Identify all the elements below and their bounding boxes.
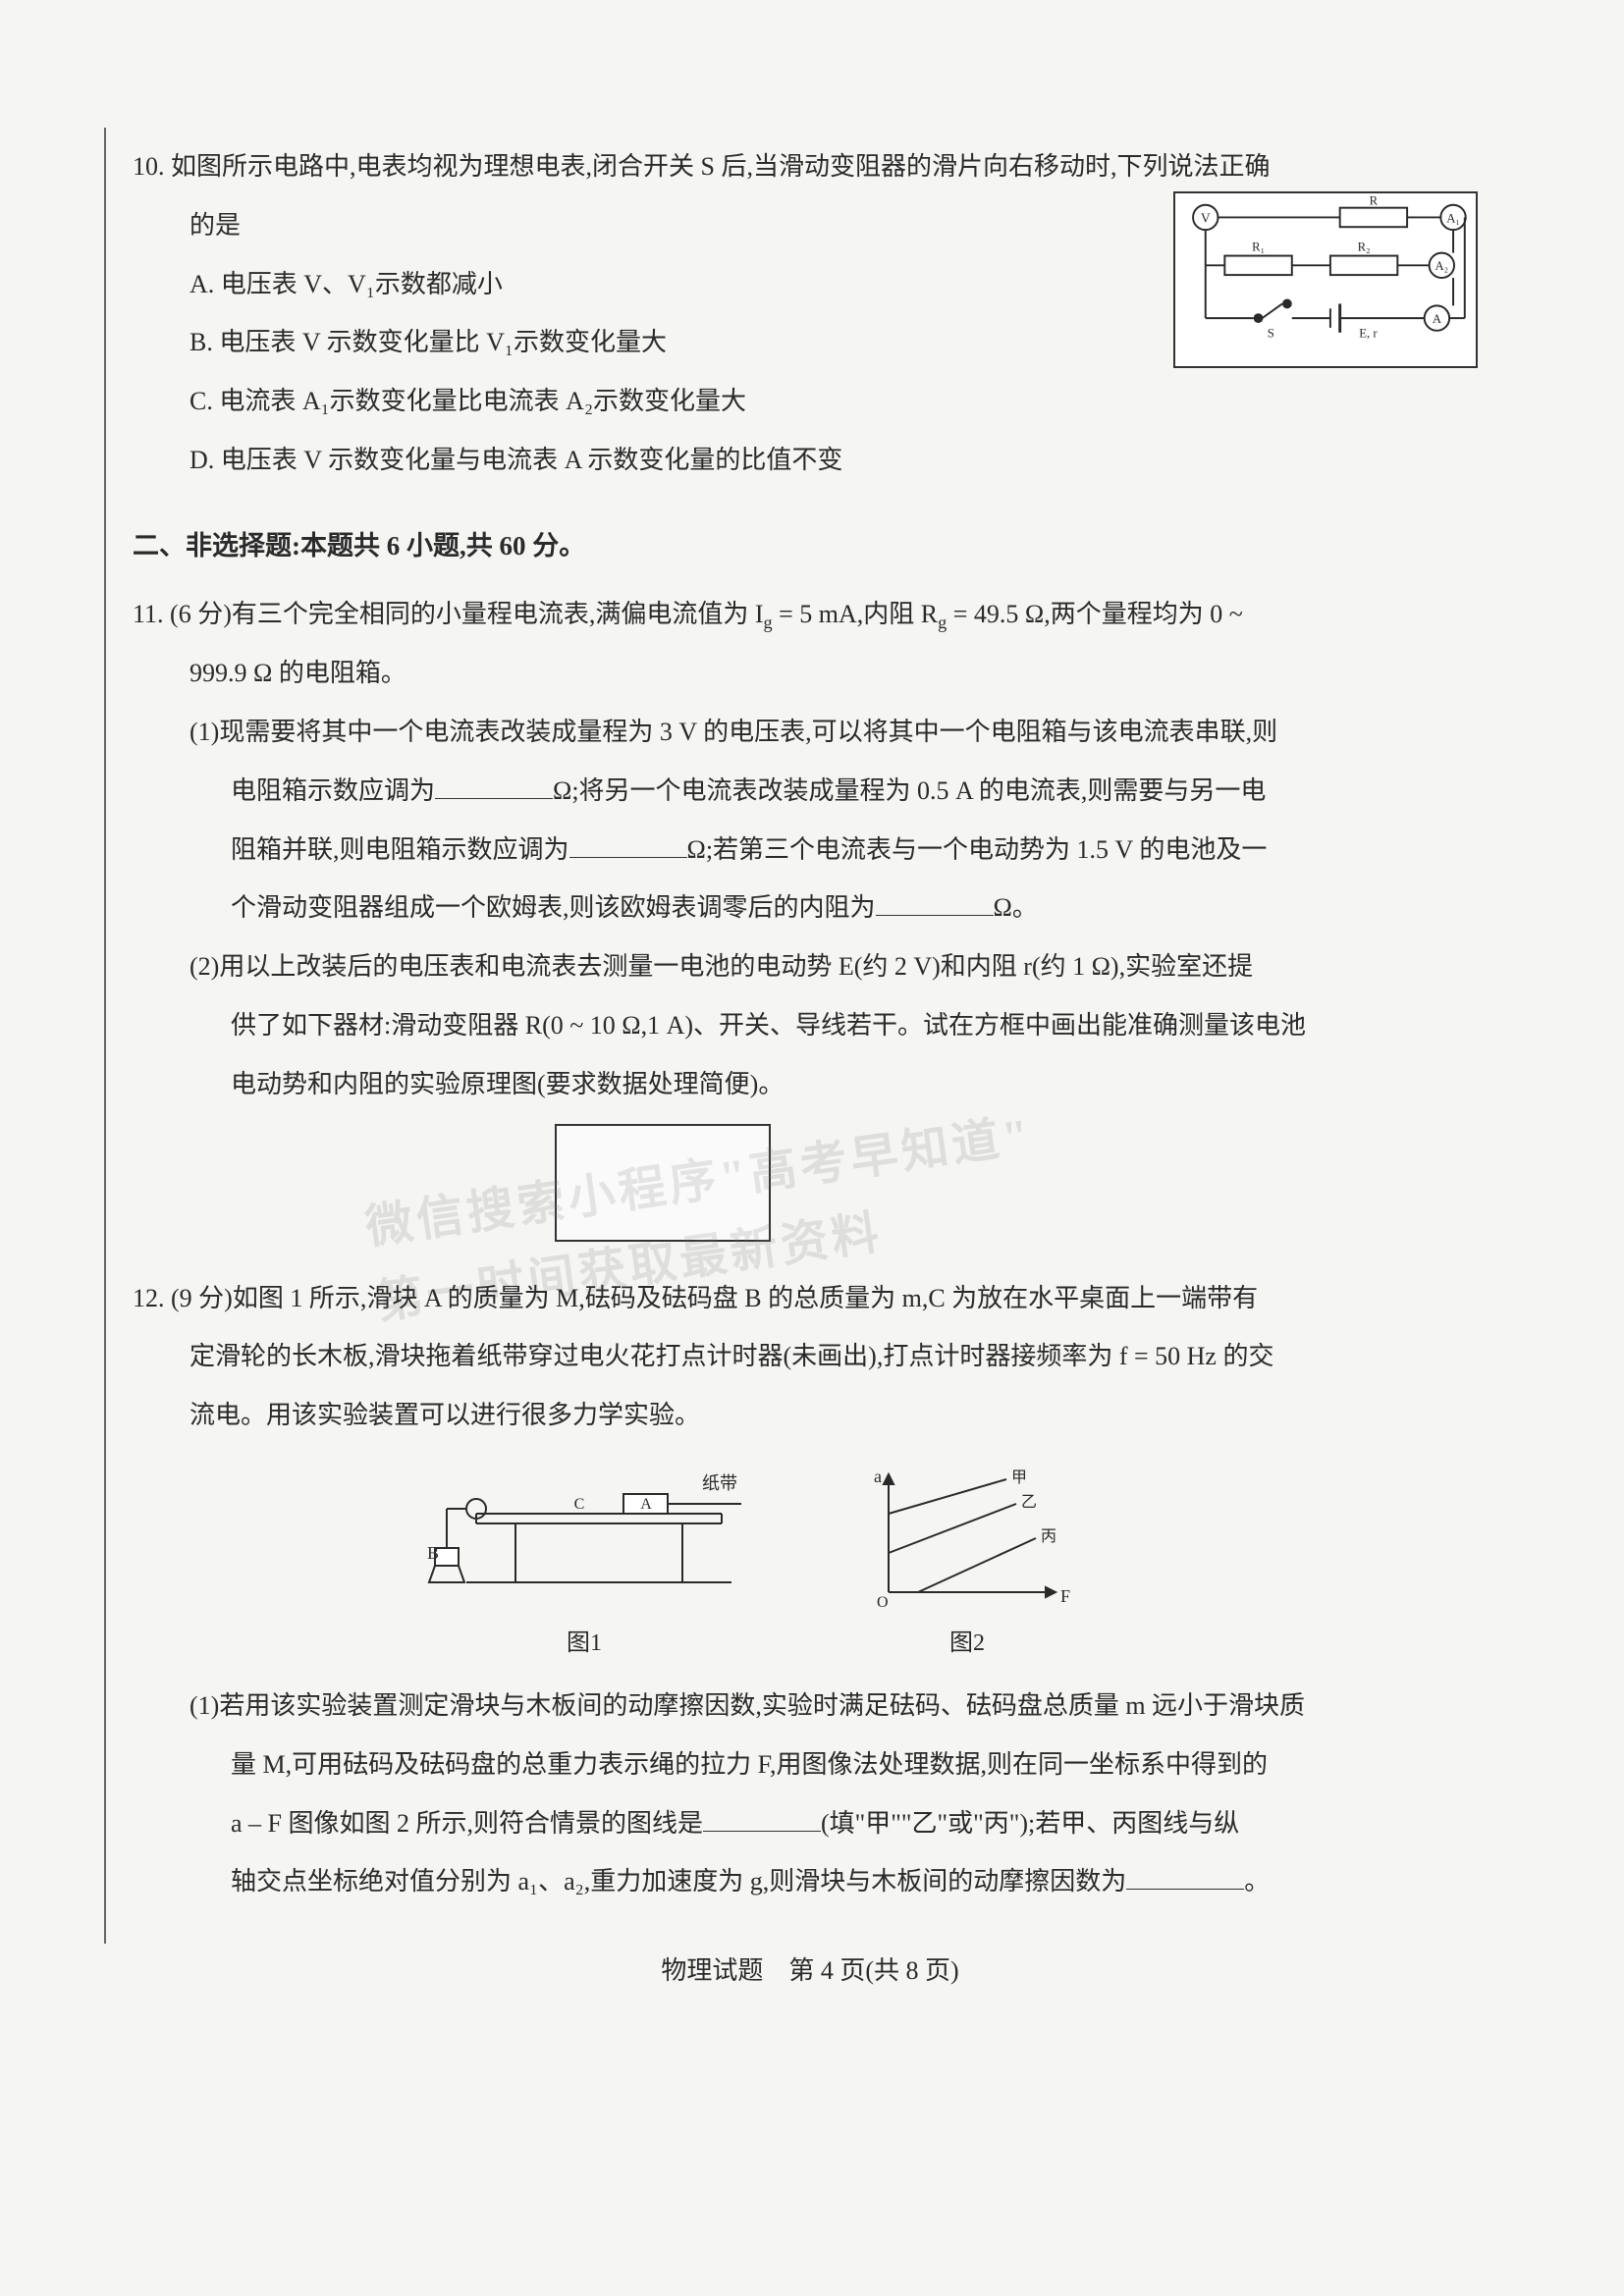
q11-p1-l3b: Ω;若第三个电流表与一个电动势为 1.5 V 的电池及一 [687,835,1268,864]
figure-2-wrap: a F O 甲 乙 丙 图2 [859,1465,1075,1657]
q12-p1-l4: 轴交点坐标绝对值分别为 a₁、a₂,重力加速度为 g,则滑块与木板间的动摩擦因数… [113,1852,1507,1911]
svg-text:A: A [640,1496,652,1513]
figure-1: B A C 纸带 [407,1465,761,1612]
q10-num: 10. [133,152,165,181]
q12-p1-l4b: 。 [1244,1867,1270,1896]
fig2-caption: 图2 [859,1623,1075,1657]
svg-text:F: F [1060,1586,1070,1606]
q12-stem-l3: 流电。用该实验装置可以进行很多力学实验。 [113,1386,1507,1445]
circuit-diagram: V R A₁ R₁ R₂ A₂ S E, r A [1173,191,1478,368]
q11-sub1: g [764,613,773,632]
q12-diagrams: B A C 纸带 图1 [113,1465,1507,1657]
q10-stem-l1: 10. 如图所示电路中,电表均视为理想电表,闭合开关 S 后,当滑动变阻器的滑片… [113,137,1507,196]
q10-opt-c: C. 电流表 A₁示数变化量比电流表 A₂示数变化量大 [113,372,1507,431]
blank-1 [435,774,553,799]
q12-text-l1: (9 分)如图 1 所示,滑块 A 的质量为 M,砝码及砝码盘 B 的总质量为 … [171,1284,1258,1312]
svg-text:A₂: A₂ [1435,259,1449,273]
figure-1-wrap: B A C 纸带 图1 [407,1465,761,1657]
q11-p1-l2b: Ω;将另一个电流表改装成量程为 0.5 A 的电流表,则需要与另一电 [553,776,1266,805]
q12-p1-l4a: 轴交点坐标绝对值分别为 a₁、a₂,重力加速度为 g,则滑块与木板间的动摩擦因数… [231,1867,1126,1896]
fig1-caption: 图1 [407,1623,761,1657]
q11-stem-c: = 49.5 Ω,两个量程均为 0 ~ [947,600,1243,628]
svg-text:纸带: 纸带 [702,1473,737,1493]
svg-text:a: a [874,1467,882,1486]
svg-text:E, r: E, r [1359,327,1378,341]
svg-text:O: O [877,1594,889,1611]
q10-text-l1: 如图所示电路中,电表均视为理想电表,闭合开关 S 后,当滑动变阻器的滑片向右移动… [171,152,1270,181]
blank-5 [1126,1864,1244,1890]
svg-text:丙: 丙 [1041,1528,1056,1545]
q10-opt-d: D. 电压表 V 示数变化量与电流表 A 示数变化量的比值不变 [113,431,1507,490]
svg-text:R₂: R₂ [1358,240,1371,254]
q11-p1-l4: 个滑动变阻器组成一个欧姆表,则该欧姆表调零后的内阻为 Ω。 [113,879,1507,937]
q12-p1-l3: a – F 图像如图 2 所示,则符合情景的图线是 (填"甲""乙"或"丙");若… [113,1794,1507,1853]
svg-text:C: C [574,1496,585,1513]
svg-text:A: A [1433,312,1442,326]
question-10: 10. 如图所示电路中,电表均视为理想电表,闭合开关 S 后,当滑动变阻器的滑片… [113,137,1507,490]
answer-box [555,1124,771,1242]
q11-p2-l1: (2)用以上改装后的电压表和电流表去测量一电池的电动势 E(约 2 V)和内阻 … [113,937,1507,996]
q11-stem-a: (6 分)有三个完全相同的小量程电流表,满偏电流值为 I [170,600,763,628]
blank-2 [569,832,687,858]
q11-p1-l2a: 电阻箱示数应调为 [231,776,435,805]
q11-stem-l2: 999.9 Ω 的电阻箱。 [113,644,1507,703]
q12-p1-l1: (1)若用该实验装置测定滑块与木板间的动摩擦因数,实验时满足砝码、砝码盘总质量 … [113,1677,1507,1735]
q11-stem-l1: 11. (6 分)有三个完全相同的小量程电流表,满偏电流值为 Ig = 5 mA… [113,585,1507,644]
q11-p1-l4b: Ω。 [994,893,1038,922]
q11-p1-l3: 阻箱并联,则电阻箱示数应调为 Ω;若第三个电流表与一个电动势为 1.5 V 的电池… [113,821,1507,880]
svg-text:B: B [427,1543,439,1563]
q12-p1-l3a: a – F 图像如图 2 所示,则符合情景的图线是 [231,1809,703,1838]
blank-4 [703,1806,821,1832]
q11-p1-l3a: 阻箱并联,则电阻箱示数应调为 [231,835,569,864]
figure-2: a F O 甲 乙 丙 [859,1465,1075,1612]
q11-p1-l2: 电阻箱示数应调为 Ω;将另一个电流表改装成量程为 0.5 A 的电流表,则需要与另… [113,762,1507,821]
question-11: 11. (6 分)有三个完全相同的小量程电流表,满偏电流值为 Ig = 5 mA… [113,585,1507,1241]
q11-p1-l1: (1)现需要将其中一个电流表改装成量程为 3 V 的电压表,可以将其中一个电阻箱… [113,703,1507,762]
blank-3 [876,890,994,916]
q11-stem-b: = 5 mA,内阻 R [773,600,939,628]
svg-text:甲: 甲 [1011,1469,1027,1486]
q11-p1-l4a: 个滑动变阻器组成一个欧姆表,则该欧姆表调零后的内阻为 [231,893,876,922]
svg-text:S: S [1268,327,1274,341]
q11-p2-l2: 供了如下器材:滑动变阻器 R(0 ~ 10 Ω,1 A)、开关、导线若干。试在方… [113,996,1507,1055]
svg-text:A₁: A₁ [1446,211,1460,225]
q11-sub2: g [938,613,947,632]
q12-p1-l2: 量 M,可用砝码及砝码盘的总重力表示绳的拉力 F,用图像法处理数据,则在同一坐标… [113,1735,1507,1794]
q11-p2-l3: 电动势和内阻的实验原理图(要求数据处理简便)。 [113,1055,1507,1114]
section-2-title: 二、非选择题:本题共 6 小题,共 60 分。 [113,517,1507,575]
q12-p1-l3b: (填"甲""乙"或"丙");若甲、丙图线与纵 [821,1809,1239,1838]
q12-stem-l2: 定滑轮的长木板,滑块拖着纸带穿过电火花打点计时器(未画出),打点计时器接频率为 … [113,1327,1507,1386]
question-12: 12. (9 分)如图 1 所示,滑块 A 的质量为 M,砝码及砝码盘 B 的总… [113,1269,1507,1912]
q12-num: 12. [133,1284,165,1312]
page-footer: 物理试题 第 4 页(共 8 页) [113,1950,1507,1987]
q12-stem-l1: 12. (9 分)如图 1 所示,滑块 A 的质量为 M,砝码及砝码盘 B 的总… [113,1269,1507,1328]
margin-rule [104,128,106,1944]
page-content: 10. 如图所示电路中,电表均视为理想电表,闭合开关 S 后,当滑动变阻器的滑片… [113,137,1507,1987]
svg-text:R₁: R₁ [1252,240,1265,254]
svg-text:R: R [1370,194,1379,208]
svg-text:乙: 乙 [1021,1494,1037,1511]
svg-text:V: V [1201,210,1211,225]
q11-num: 11. [133,600,164,628]
